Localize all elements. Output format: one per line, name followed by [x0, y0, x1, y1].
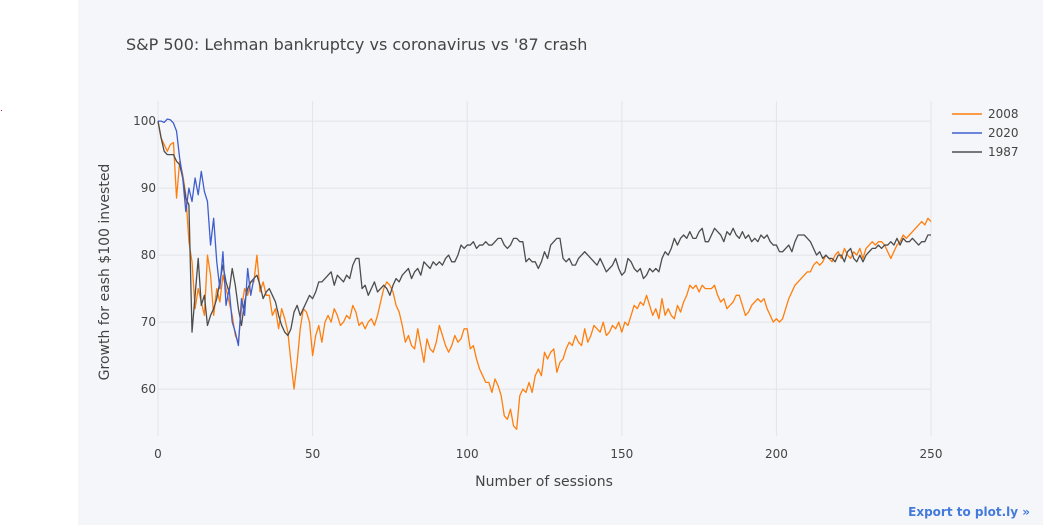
legend-label: 2020 [988, 126, 1019, 140]
series-line-2020[interactable] [158, 118, 255, 347]
y-tick-labels: 60 70 80 90 100 [133, 114, 156, 396]
y-tick-label: 100 [133, 114, 156, 128]
y-gridlines [158, 120, 931, 390]
y-tick-label: 80 [141, 248, 156, 262]
legend-label: 2008 [988, 107, 1019, 121]
x-tick-labels: 0 50 100 150 200 250 [154, 447, 942, 461]
legend-item-1987[interactable]: 1987 [952, 145, 1019, 159]
series-layer [157, 118, 932, 430]
stray-dot [1, 110, 2, 111]
x-tick-label: 0 [154, 447, 162, 461]
y-tick-label: 60 [141, 382, 156, 396]
legend-item-2008[interactable]: 2008 [952, 107, 1019, 121]
legend[interactable]: 2008 2020 1987 [952, 107, 1019, 159]
series-line-2008[interactable] [157, 120, 932, 430]
x-tick-label: 250 [920, 447, 943, 461]
y-tick-label: 90 [141, 181, 156, 195]
legend-item-2020[interactable]: 2020 [952, 126, 1019, 140]
x-tick-label: 100 [456, 447, 479, 461]
y-tick-label: 70 [141, 315, 156, 329]
series-line-1987[interactable] [157, 120, 931, 337]
x-tick-label: 200 [765, 447, 788, 461]
x-gridlines [157, 101, 932, 436]
chart-title: S&P 500: Lehman bankruptcy vs coronaviru… [126, 35, 587, 54]
x-tick-label: 50 [305, 447, 320, 461]
plot-background [78, 0, 1043, 525]
export-to-plotly-link[interactable]: Export to plot.ly » [908, 505, 1030, 519]
x-axis-title: Number of sessions [475, 474, 613, 490]
x-tick-label: 150 [610, 447, 633, 461]
y-axis-title: Growth for eash $100 invested [97, 164, 113, 381]
legend-label: 1987 [988, 145, 1019, 159]
